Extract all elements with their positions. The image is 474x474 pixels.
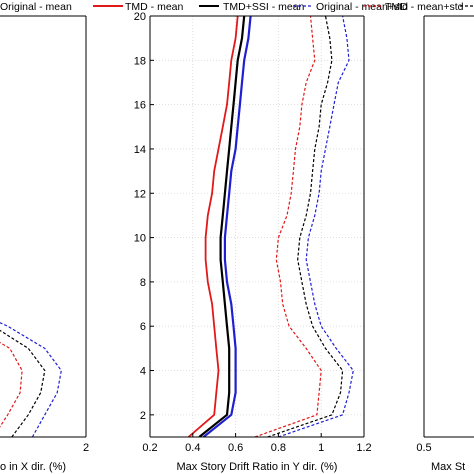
- legend-item: TMD - mean+std: [363, 1, 464, 13]
- y-tick-label: 14: [134, 144, 146, 156]
- y-tick-label: 18: [134, 55, 146, 67]
- legend: Original - mean TMD - mean TMD+SSI - mean O…: [0, 1, 474, 13]
- y-tick-label: 12: [134, 188, 146, 200]
- series-line-original-mean-std: [278, 16, 354, 437]
- legend-label: Original - mean: [0, 1, 72, 13]
- panel-middle: 0.2 0.4 0.6 0.8 1 1.2 2 4 6 8 10 12 14 16 18 20 Max Stor…: [134, 11, 372, 473]
- series-line-tmd-mean: [187, 16, 239, 437]
- series-line-tmd-ssi: [267, 16, 344, 437]
- legend-item: Original - mean+std: [293, 1, 408, 13]
- y-tick-label: 8: [140, 277, 146, 289]
- legend-item: TMD+SSI - mean: [199, 1, 305, 13]
- y-tick-label: 16: [134, 100, 146, 112]
- series-line-tmd-mean-std: [0, 341, 23, 428]
- gridlines: [149, 15, 365, 437]
- series-line-original-mean-std: [0, 322, 62, 437]
- series-line-tmd-ssi: [0, 329, 46, 437]
- legend-item: TMD - mean: [93, 1, 184, 13]
- y-tick-label: 4: [140, 366, 146, 378]
- x-tick-label: 0.8: [271, 442, 286, 454]
- x-axis-label: o in X dir. (%): [0, 461, 66, 473]
- y-tick-label: 6: [140, 321, 146, 333]
- legend-label: TMD - mean+std: [385, 1, 464, 13]
- x-tick-label: 0.4: [185, 442, 200, 454]
- panel-left: 1.52o in X dir. (%): [0, 15, 89, 473]
- y-tick-label: 20: [134, 11, 146, 23]
- series-group: [187, 16, 354, 437]
- legend-label: TMD - mean: [125, 1, 184, 13]
- legend-label: TMD+SSI - mean: [223, 1, 305, 13]
- x-tick-label: 0.2: [142, 442, 157, 454]
- y-tick-label: 2: [140, 410, 146, 422]
- x-tick-label: 1.2: [356, 442, 371, 454]
- legend-item: Original - mean: [0, 1, 72, 13]
- x-tick-label: 0.6: [228, 442, 243, 454]
- y-tick-label: 10: [134, 233, 146, 245]
- legend-item: TMD+SSI: [460, 5, 474, 7]
- x-tick-label: 1: [318, 442, 324, 454]
- series-line-tmd-ssi-mean: [198, 16, 246, 437]
- series-line-original-mean: [202, 16, 252, 437]
- x-tick-label: 0.5: [416, 442, 431, 454]
- x-tick-label: 2: [83, 442, 89, 454]
- series-group: [0, 322, 62, 437]
- legend-label: Original - mean+std: [316, 1, 408, 13]
- series-line-tmd-mean-std: [254, 16, 322, 437]
- x-axis-label: Max St: [431, 461, 465, 473]
- x-axis-label: Max Story Drift Ratio in Y dir. (%): [177, 461, 338, 473]
